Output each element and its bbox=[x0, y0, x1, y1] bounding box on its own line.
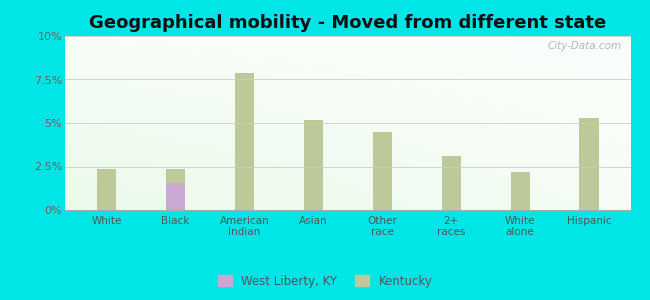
Text: City-Data.com: City-Data.com bbox=[548, 41, 622, 51]
Bar bbox=[97, 169, 116, 210]
Bar bbox=[372, 132, 392, 210]
Bar bbox=[166, 169, 185, 210]
Title: Geographical mobility - Moved from different state: Geographical mobility - Moved from diffe… bbox=[89, 14, 606, 32]
Legend: West Liberty, KY, Kentucky: West Liberty, KY, Kentucky bbox=[214, 271, 436, 291]
Bar bbox=[579, 118, 599, 210]
Bar bbox=[510, 172, 530, 210]
Bar bbox=[235, 74, 254, 210]
Bar bbox=[304, 120, 323, 210]
Bar bbox=[166, 183, 185, 210]
Bar bbox=[441, 156, 461, 210]
